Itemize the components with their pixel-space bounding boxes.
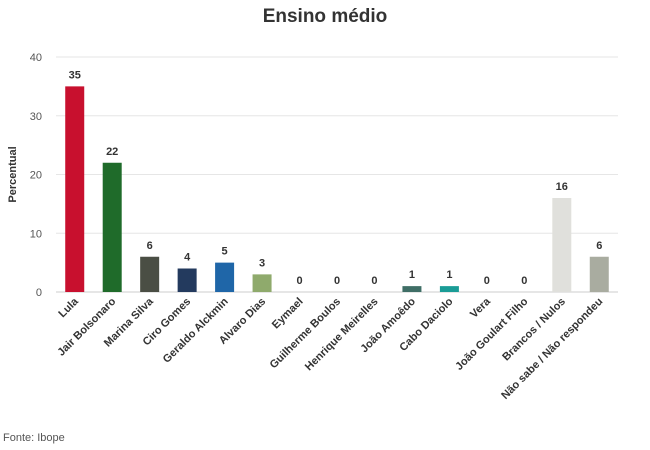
category-label: Lula <box>56 295 81 320</box>
data-label: 35 <box>69 69 81 81</box>
bar <box>177 268 197 292</box>
category-label: Brancos / Nulos <box>500 296 568 364</box>
y-tick-label: 30 <box>30 111 42 123</box>
chart-title: Ensino médio <box>262 6 388 27</box>
source-note: Fonte: Ibope <box>3 432 65 444</box>
y-tick-label: 0 <box>36 287 42 299</box>
data-label: 22 <box>106 146 118 158</box>
data-label: 6 <box>596 240 602 252</box>
data-label: 3 <box>259 257 265 269</box>
data-label: 0 <box>371 275 377 287</box>
data-label: 0 <box>484 275 490 287</box>
bar <box>439 286 459 292</box>
category-label: João Goulart Filho <box>453 295 530 372</box>
bar <box>552 198 572 292</box>
bar <box>402 286 422 292</box>
bar <box>252 274 272 292</box>
category-label: Geraldo Alckmin <box>161 295 231 365</box>
category-label: Eymael <box>270 296 306 332</box>
y-tick-label: 10 <box>30 228 42 240</box>
data-label: 0 <box>334 275 340 287</box>
bar <box>589 256 609 292</box>
data-label: 0 <box>296 275 302 287</box>
data-label: 16 <box>556 181 568 193</box>
data-label: 6 <box>147 240 153 252</box>
data-label: 0 <box>521 275 527 287</box>
y-tick-label: 40 <box>30 52 42 64</box>
data-label: 1 <box>446 269 452 281</box>
y-tick-label: 20 <box>30 170 42 182</box>
category-label: Guilherme Boulos <box>268 296 343 371</box>
bar <box>140 256 160 292</box>
data-label: 1 <box>409 269 415 281</box>
bar <box>215 262 235 292</box>
bar <box>102 162 122 292</box>
category-label: Vera <box>468 295 494 321</box>
bar <box>65 86 85 292</box>
data-label: 4 <box>184 252 191 264</box>
y-axis-label: Percentual <box>7 146 19 202</box>
category-label: Henrique Meirelles <box>303 296 381 374</box>
data-label: 5 <box>222 246 228 258</box>
